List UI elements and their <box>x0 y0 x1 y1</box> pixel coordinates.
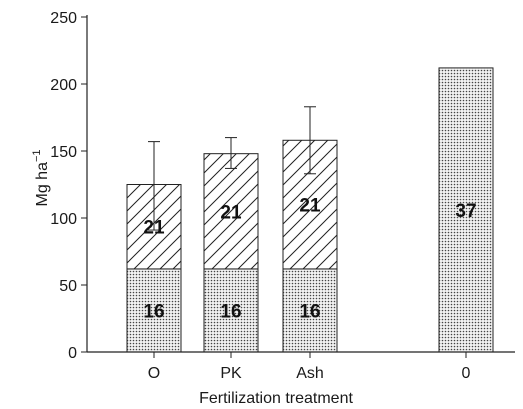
bar-segment-hatch-1 <box>203 153 259 270</box>
segment-label-dots-0: 16 <box>143 301 164 322</box>
y-tick-label-2: 100 <box>50 211 77 228</box>
segment-label-hatch-0: 21 <box>143 218 165 239</box>
error-bars-group <box>148 106 316 231</box>
y-tick-label-0: 0 <box>68 345 77 362</box>
segment-labels-group: 16 21 16 21 16 21 37 <box>143 196 476 323</box>
y-axis-title-sup: −1 <box>31 149 43 162</box>
x-tick-label-3: 0 <box>462 365 471 382</box>
segment-label-dots-3: 37 <box>455 201 476 222</box>
x-tick-label-2: Ash <box>296 365 324 382</box>
segment-label-dots-2: 16 <box>299 301 320 322</box>
y-tick-label-4: 200 <box>50 77 77 94</box>
y-axis-title-main: Mg ha <box>34 162 51 207</box>
x-tick-label-1: PK <box>220 365 242 382</box>
y-tick-label-1: 50 <box>59 278 77 295</box>
segment-label-dots-1: 16 <box>220 301 241 322</box>
x-axis-title: Fertilization treatment <box>199 390 353 407</box>
segment-label-hatch-2: 21 <box>299 196 321 217</box>
segment-label-hatch-1: 21 <box>220 202 242 223</box>
axes-group: O PK Ash 0 0 50 100 150 200 250 <box>50 10 515 382</box>
x-tick-label-0: O <box>148 365 160 382</box>
y-tick-label-5: 250 <box>50 10 77 27</box>
y-axis-title: Mg ha−1 <box>31 149 51 206</box>
bar-segment-dots-0 <box>126 268 182 353</box>
y-tick-label-3: 150 <box>50 144 77 161</box>
